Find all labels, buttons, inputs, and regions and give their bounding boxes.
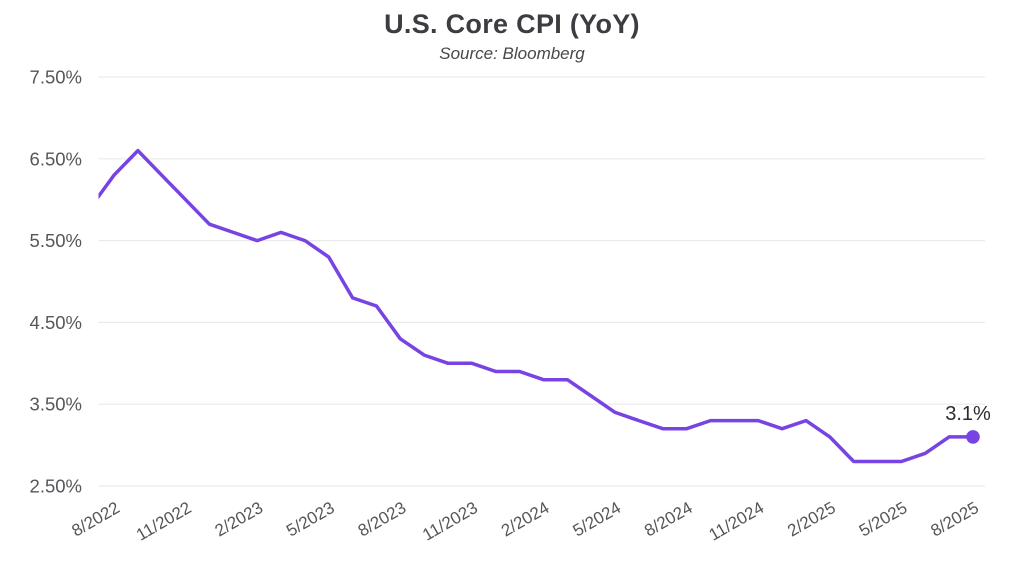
y-axis-tick-label: 2.50% [30,476,82,497]
y-axis-tick-label: 4.50% [30,312,82,333]
x-axis-tick-label: 11/2024 [706,498,768,545]
x-axis-tick-label: 5/2024 [570,498,625,540]
x-axis-tick-label: 11/2022 [133,498,195,545]
x-axis-tick-label: 8/2024 [641,498,696,540]
end-value-label: 3.1% [945,403,991,425]
y-axis-tick-label: 7.50% [30,67,82,88]
y-axis-tick-label: 5.50% [30,230,82,251]
x-axis-tick-label: 8/2023 [355,498,410,540]
chart-subtitle: Source: Bloomberg [439,44,585,63]
y-axis-tick-label: 6.50% [30,148,82,169]
x-axis-tick-label: 2/2024 [498,498,553,540]
chart-title: U.S. Core CPI (YoY) [384,9,640,39]
last-point-marker [966,430,980,444]
cpi-line-series [98,148,973,464]
x-axis-tick-label: 2/2025 [784,498,839,540]
x-axis-tick-label: 8/2025 [927,498,982,540]
x-axis-tick-label: 5/2025 [856,498,911,540]
x-axis-tick-label: 5/2023 [283,498,338,540]
x-axis-tick-label: 8/2022 [68,498,123,540]
x-axis-tick-label: 11/2023 [419,498,481,545]
y-axis-tick-label: 3.50% [30,394,82,415]
x-axis-tick-label: 2/2023 [212,498,267,540]
